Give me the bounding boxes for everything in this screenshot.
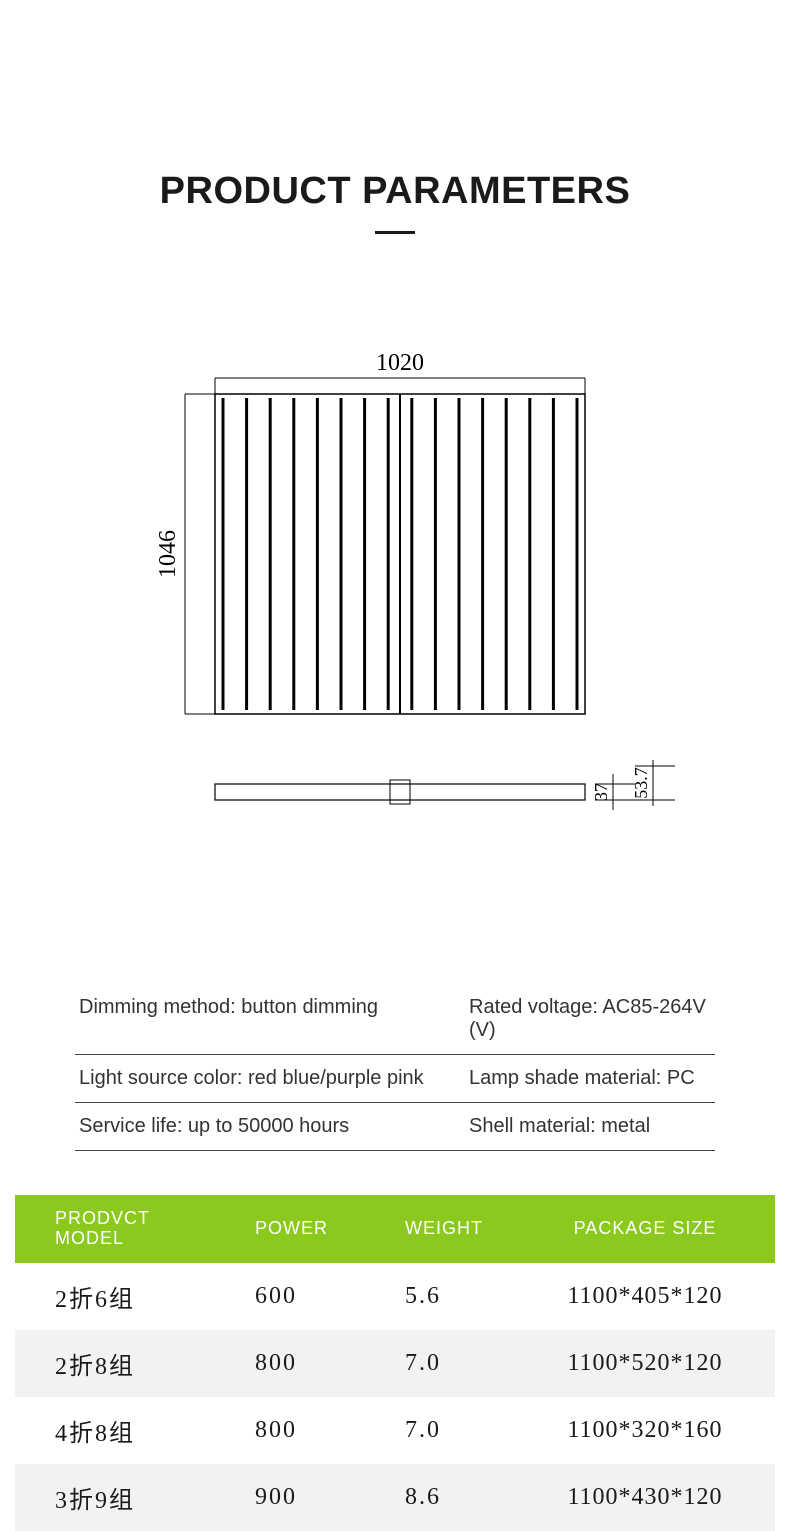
spec-cell-right: Rated voltage: AC85-264V (V): [469, 996, 711, 1042]
spec-cell-left: Service life: up to 50000 hours: [79, 1115, 469, 1138]
spec-row: Light source color: red blue/purple pink…: [75, 1055, 715, 1103]
spec-table: Dimming method: button dimmingRated volt…: [75, 984, 715, 1151]
table-cell-power: 800: [215, 1330, 365, 1397]
table-cell-package: 1100*320*160: [515, 1397, 775, 1464]
table-cell-power: 800: [215, 1397, 365, 1464]
spec-row: Service life: up to 50000 hoursShell mat…: [75, 1103, 715, 1151]
table-row: 4折8组8007.01100*320*160: [15, 1397, 775, 1464]
spec-cell-right: Lamp shade material: PC: [469, 1067, 711, 1090]
svg-text:37: 37: [591, 783, 611, 801]
table-cell-power: 600: [215, 1263, 365, 1330]
table-cell-model: 3折9组: [15, 1464, 215, 1531]
title-underline: [375, 231, 415, 234]
table-row: 2折6组6005.61100*405*120: [15, 1263, 775, 1330]
spec-cell-left: Light source color: red blue/purple pink: [79, 1067, 469, 1090]
model-table: PRODVCT MODEL POWER WEIGHT PACKAGE SIZE …: [15, 1195, 775, 1531]
table-row: 3折9组9008.61100*430*120: [15, 1464, 775, 1531]
header-package: PACKAGE SIZE: [515, 1195, 775, 1263]
svg-text:1046: 1046: [155, 530, 181, 578]
table-cell-model: 2折8组: [15, 1330, 215, 1397]
spec-cell-left: Dimming method: button dimming: [79, 996, 469, 1042]
model-table-header-row: PRODVCT MODEL POWER WEIGHT PACKAGE SIZE: [15, 1195, 775, 1263]
table-cell-package: 1100*430*120: [515, 1464, 775, 1531]
header-model: PRODVCT MODEL: [15, 1195, 215, 1263]
table-cell-power: 900: [215, 1464, 365, 1531]
table-cell-weight: 7.0: [365, 1397, 515, 1464]
table-cell-package: 1100*405*120: [515, 1263, 775, 1330]
table-cell-weight: 5.6: [365, 1263, 515, 1330]
header-power: POWER: [215, 1195, 365, 1263]
header-weight: WEIGHT: [365, 1195, 515, 1263]
spec-row: Dimming method: button dimmingRated volt…: [75, 984, 715, 1055]
spec-cell-right: Shell material: metal: [469, 1115, 711, 1138]
svg-text:53.7: 53.7: [631, 767, 651, 799]
table-cell-package: 1100*520*120: [515, 1330, 775, 1397]
table-cell-weight: 7.0: [365, 1330, 515, 1397]
table-cell-model: 2折6组: [15, 1263, 215, 1330]
page-title: PRODUCT PARAMETERS: [0, 0, 790, 213]
table-row: 2折8组8007.01100*520*120: [15, 1330, 775, 1397]
svg-text:1020: 1020: [376, 354, 424, 376]
product-diagram: 1020 1046 37 53.7: [75, 354, 715, 914]
table-cell-weight: 8.6: [365, 1464, 515, 1531]
table-cell-model: 4折8组: [15, 1397, 215, 1464]
